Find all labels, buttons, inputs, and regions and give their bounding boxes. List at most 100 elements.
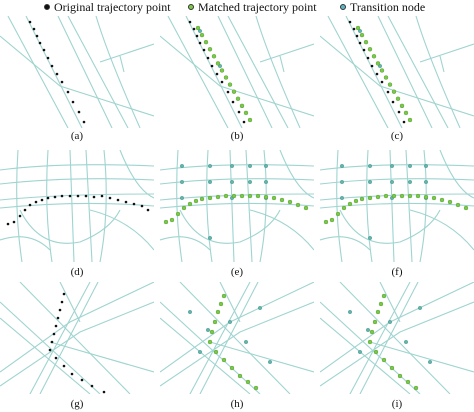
original-trajectory-point [195,34,199,38]
matched-trajectory-point [163,219,169,225]
original-trajectory-point [40,198,44,202]
original-trajectory-point [386,90,390,94]
matched-trajectory-point [207,195,213,201]
matched-trajectory-point [353,198,359,204]
transition-node [264,164,268,168]
road-segment [185,16,243,128]
road-segment [339,282,451,394]
matched-trajectory-point [203,40,209,45]
road-segment [69,150,75,262]
matched-trajectory-point [221,293,227,299]
matched-trajectory-point [375,61,381,66]
legend-item-transition: Transition node [340,0,425,14]
matched-trajectory-point [369,329,375,335]
matched-trajectory-point [335,211,341,217]
matched-trajectory-point [359,196,365,202]
original-trajectory-point [202,48,206,52]
road-segment [0,202,154,209]
original-trajectory-point [198,41,202,45]
original-trajectory-point [62,292,66,296]
caption-d: (d) [70,266,84,278]
original-trajectory-point [66,90,70,94]
road-segment [0,282,154,373]
road-segment [0,301,101,394]
transition-node [340,180,344,184]
road-segment [29,282,91,394]
matched-trajectory-point [213,349,219,355]
original-trajectory-point [55,72,59,76]
legend-label-matched: Matched trajectory point [198,0,317,14]
road-segment [16,150,23,262]
road-segment [219,282,241,323]
road-segment [0,193,154,201]
original-trajectory-point [60,194,64,198]
transition-node [340,196,344,200]
transition-node [230,164,234,168]
panel-d-canvas [0,150,154,262]
matched-trajectory-point [243,110,249,116]
transition-node [188,310,192,314]
transition-node [248,164,252,168]
road-segment [320,301,421,394]
matched-trajectory-point [169,217,175,223]
transition-node [208,164,212,168]
matched-trajectory-point [219,68,225,73]
matched-trajectory-point [193,198,199,204]
matched-trajectory-point [263,194,269,200]
road-segment [206,150,213,262]
road-segment [387,16,449,128]
road-segment [160,164,314,171]
matched-trajectory-point [383,193,389,199]
original-trajectory-point [391,100,395,104]
original-trajectory-point [375,72,379,76]
road-segment [99,43,154,63]
road-segment [49,341,154,373]
panel-e [160,150,314,262]
caption-b: (b) [230,130,244,142]
matched-trajectory-point [329,217,335,223]
matched-trajectory-point [355,25,361,31]
matched-trajectory-point [229,365,235,371]
original-trajectory-point [32,27,36,31]
road-segment [259,150,267,262]
original-trajectory-point [188,20,192,24]
panel-i [320,282,474,394]
original-trajectory-point [54,356,58,360]
road-segment [160,301,314,387]
road-segment [320,282,474,373]
legend-item-original: Original trajectory point [44,0,171,14]
transition-node [180,180,184,184]
original-trajectory-point [68,194,72,198]
matched-trajectory-point [373,349,379,355]
road-segment [359,282,419,394]
road-segment [0,164,154,171]
original-trajectory-point [226,90,230,94]
matched-trajectory-point [199,196,205,202]
matched-trajectory-point [215,194,221,200]
road-segment [405,150,413,262]
panel-e-canvas [160,150,314,262]
original-trajectory-point [53,195,57,199]
transition-node [248,180,252,184]
matched-trajectory-point [239,193,245,199]
original-point-icon [44,4,50,10]
original-trajectory-point [366,56,370,60]
matched-trajectory-point [455,202,461,208]
matched-trajectory-point [375,194,381,200]
road-segment [25,16,83,128]
panel-i-canvas [320,282,474,394]
matched-trajectory-point [371,54,377,59]
panel-f-canvas [320,150,474,262]
road-segment [0,35,154,117]
original-trajectory-point [215,72,219,76]
matched-trajectory-point [359,32,365,38]
transition-node [230,180,234,184]
legend-label-original: Original trajectory point [54,0,171,14]
original-trajectory-point [140,204,144,208]
panel-g [0,282,154,394]
original-trajectory-point [355,34,359,38]
matched-trajectory-point [181,205,187,211]
panel-g-canvas [0,282,154,394]
matched-trajectory-point [215,61,221,66]
original-trajectory-point [116,198,120,202]
